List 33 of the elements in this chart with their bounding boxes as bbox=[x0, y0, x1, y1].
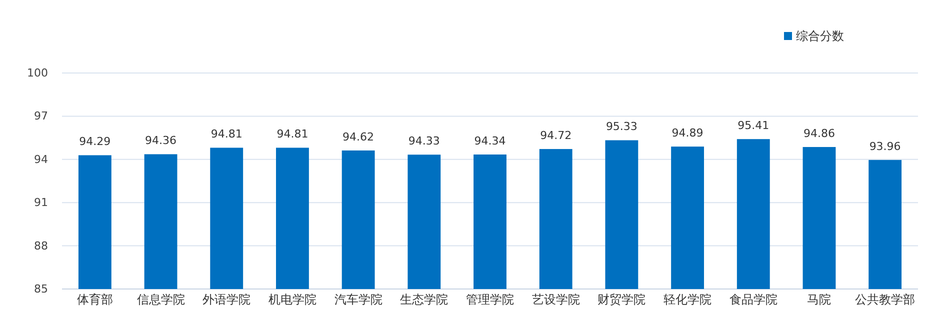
y-tick-label: 85 bbox=[34, 282, 48, 296]
data-label: 95.33 bbox=[606, 120, 638, 134]
data-label: 95.41 bbox=[738, 119, 770, 132]
y-tick-label: 97 bbox=[34, 110, 48, 123]
data-label: 94.72 bbox=[540, 129, 572, 142]
y-tick-label: 91 bbox=[34, 196, 48, 210]
x-tick-label: 体育部 bbox=[76, 292, 113, 307]
data-label: 94.62 bbox=[342, 130, 374, 144]
x-tick-label: 生态学院 bbox=[400, 292, 448, 307]
x-tick-label: 财贸学院 bbox=[598, 292, 646, 307]
x-tick-label: 信息学院 bbox=[136, 292, 185, 307]
x-tick-label: 公共教学部 bbox=[855, 292, 916, 307]
x-tick-label: 艺设学院 bbox=[532, 292, 580, 307]
data-label: 94.34 bbox=[474, 134, 506, 148]
data-label: 94.89 bbox=[672, 126, 704, 140]
data-label: 94.81 bbox=[276, 128, 308, 141]
x-tick-label: 汽车学院 bbox=[334, 292, 382, 307]
data-label: 93.96 bbox=[869, 140, 901, 153]
data-label: 94.86 bbox=[803, 127, 835, 140]
x-tick-label: 机电学院 bbox=[268, 292, 316, 307]
data-label: 94.29 bbox=[79, 135, 111, 148]
x-tick-label: 轻化学院 bbox=[664, 292, 712, 307]
x-tick-label: 马院 bbox=[807, 292, 832, 307]
data-label: 94.33 bbox=[408, 134, 440, 148]
data-label: 94.36 bbox=[145, 134, 177, 148]
x-tick-label: 管理学院 bbox=[466, 292, 514, 307]
y-tick-label: 88 bbox=[34, 239, 48, 252]
data-label: 94.81 bbox=[210, 128, 242, 141]
y-tick-label: 100 bbox=[27, 66, 48, 80]
legend-label: 综合分数 bbox=[796, 29, 844, 43]
x-tick-label: 外语学院 bbox=[202, 292, 251, 307]
y-tick-label: 94 bbox=[34, 152, 48, 166]
x-tick-label: 食品学院 bbox=[729, 292, 778, 307]
